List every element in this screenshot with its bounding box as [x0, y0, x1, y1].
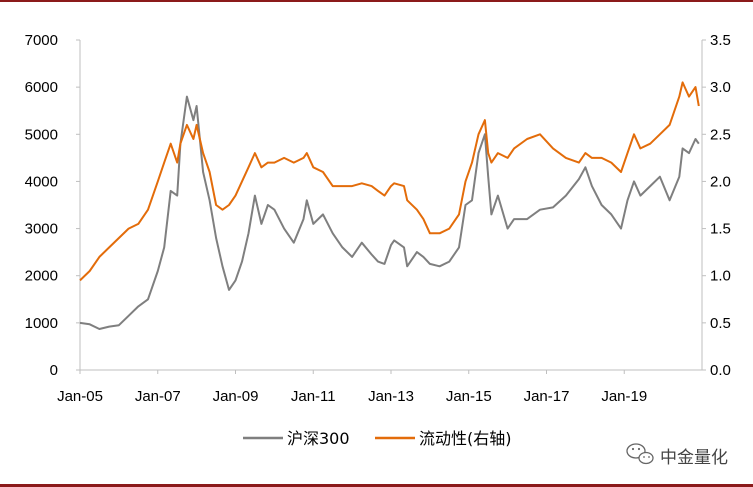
right-y-tick-label: 2.5 — [710, 126, 731, 143]
x-tick-label: Jan-17 — [524, 388, 570, 405]
left-y-tick-label: 2000 — [25, 268, 58, 285]
watermark-text: 中金量化 — [660, 448, 728, 468]
legend: 沪深300 流动性(右轴) — [243, 429, 512, 448]
x-tick-label: Jan-05 — [57, 388, 103, 405]
series-line-liquidity — [79, 81, 700, 282]
x-tick-label: Jan-19 — [601, 388, 647, 405]
bottom-border — [0, 484, 753, 487]
axes — [79, 40, 703, 371]
right-y-tick-label: 0.5 — [710, 315, 731, 332]
top-border — [0, 0, 753, 2]
watermark: 中金量化 — [626, 443, 728, 468]
right-y-tick-label: 1.5 — [710, 221, 731, 238]
left-y-tick-label: 3000 — [25, 221, 58, 238]
right-y-tick-label: 1.0 — [710, 268, 731, 285]
x-tick-label: Jan-11 — [291, 388, 336, 405]
legend-label-liquidity: 流动性(右轴) — [419, 429, 512, 448]
x-tick-label: Jan-09 — [213, 388, 259, 405]
series-line-csi300 — [79, 95, 700, 330]
left-y-tick-label: 5000 — [25, 126, 58, 143]
left-y-tick-label: 0 — [50, 362, 58, 379]
series-layer — [79, 81, 700, 330]
x-tick-label: Jan-07 — [135, 388, 181, 405]
right-y-tick-label: 3.5 — [710, 32, 731, 49]
left-y-tick-label: 7000 — [25, 32, 58, 49]
wechat-icon — [626, 443, 654, 465]
left-y-tick-label: 1000 — [25, 315, 58, 332]
right-y-tick-label: 3.0 — [710, 79, 731, 96]
right-y-tick-labels: 0.0 0.5 1.0 1.5 2.0 2.5 3.0 3.5 — [702, 32, 731, 379]
x-tick-label: Jan-15 — [446, 388, 492, 405]
x-tick-labels: Jan-05 Jan-07 Jan-09 Jan-11 Jan-13 Jan-15 Jan-… — [57, 370, 647, 405]
right-y-tick-label: 0.0 — [710, 362, 731, 379]
legend-label-csi300: 沪深300 — [287, 429, 350, 448]
left-y-tick-label: 4000 — [25, 173, 58, 190]
right-y-tick-label: 2.0 — [710, 173, 731, 190]
x-tick-label: Jan-13 — [368, 388, 414, 405]
left-y-tick-labels: 0 1000 2000 3000 4000 5000 6000 7000 — [25, 32, 80, 379]
left-y-tick-label: 6000 — [25, 79, 58, 96]
